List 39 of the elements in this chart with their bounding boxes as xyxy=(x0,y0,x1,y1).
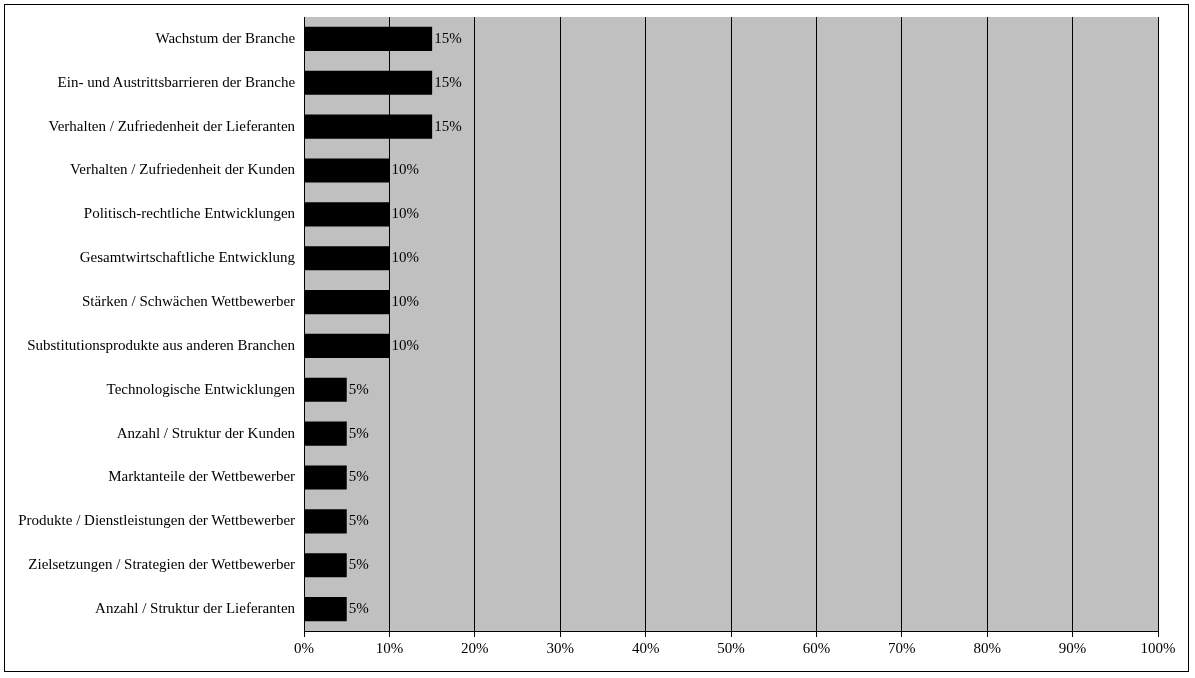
x-tick-label: 70% xyxy=(888,639,916,656)
x-tick-label: 40% xyxy=(631,639,660,656)
x-tick-label: 60% xyxy=(802,639,831,656)
y-tick-label: Technologische Entwicklungen xyxy=(106,380,296,397)
y-tick-label: Produkte / Dienstleistungen der Wettbewerber xyxy=(18,512,296,529)
y-tick-label: Anzahl / Struktur der Kunden xyxy=(116,424,296,441)
data-label: 10% xyxy=(391,293,419,310)
data-label: 5% xyxy=(348,512,369,529)
data-label: 5% xyxy=(348,380,369,397)
x-tick-label: 20% xyxy=(461,639,489,656)
x-tick-label: 100% xyxy=(1140,639,1176,656)
y-tick-label: Verhalten / Zufriedenheit der Kunden xyxy=(70,161,296,178)
x-tick-label: 0% xyxy=(294,639,315,656)
y-tick-label: Stärken / Schwächen Wettbewerber xyxy=(82,293,296,310)
data-label: 15% xyxy=(434,73,462,90)
data-label: 5% xyxy=(348,556,369,573)
data-label: 10% xyxy=(391,205,419,222)
data-label: 5% xyxy=(348,468,369,485)
data-label: 10% xyxy=(391,161,419,178)
x-tick-label: 50% xyxy=(717,639,745,656)
data-label: 15% xyxy=(434,29,462,46)
y-tick-label: Marktanteile der Wettbewerber xyxy=(108,468,296,485)
y-tick-label: Gesamtwirtschaftliche Entwicklung xyxy=(79,249,296,266)
y-tick-label: Anzahl / Struktur der Lieferanten xyxy=(95,600,296,617)
x-tick-label: 80% xyxy=(973,639,1001,656)
x-tick-label: 90% xyxy=(1058,639,1087,656)
y-tick-label: Substitutionsprodukte aus anderen Branchen xyxy=(27,336,296,353)
x-tick-label: 30% xyxy=(546,639,574,656)
data-label: 5% xyxy=(348,424,369,441)
y-tick-label: Wachstum der Branche xyxy=(155,29,296,46)
y-tick-label: Politisch-rechtliche Entwicklungen xyxy=(83,205,296,222)
data-label: 5% xyxy=(348,600,369,617)
x-tick-label: 10% xyxy=(375,639,404,656)
y-tick-label: Ein- und Austrittsbarrieren der Branche xyxy=(57,73,296,90)
data-label: 15% xyxy=(434,117,462,134)
y-tick-label: Verhalten / Zufriedenheit der Lieferanten xyxy=(48,117,296,134)
data-label: 10% xyxy=(391,249,419,266)
data-label: 10% xyxy=(391,336,419,353)
y-tick-label: Zielsetzungen / Strategien der Wettbewerber xyxy=(28,556,296,573)
